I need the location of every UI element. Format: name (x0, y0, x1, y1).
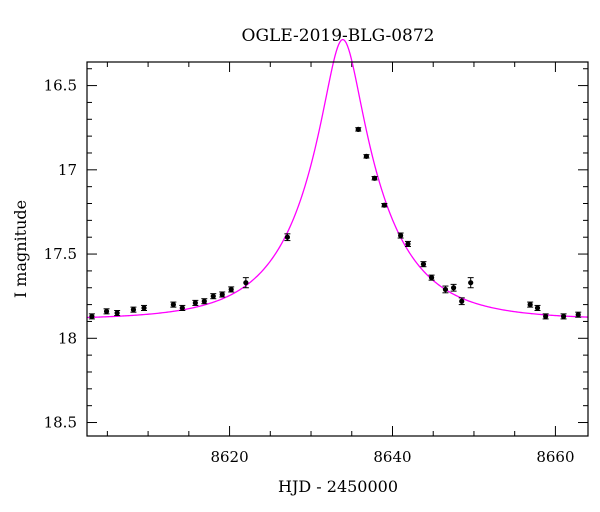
point-marker (130, 307, 137, 313)
plot-frame (86, 61, 589, 437)
point-marker (201, 298, 207, 304)
data-point (228, 286, 235, 293)
axis-ticks: 8620 8640 8660 16.5 17 17.5 18 18.5 (44, 62, 588, 466)
point-marker (243, 280, 249, 286)
point-marker (381, 202, 387, 208)
data-point (450, 283, 457, 292)
data-point (428, 274, 435, 281)
point-marker (141, 305, 147, 311)
point-marker (114, 310, 120, 316)
data-point (141, 304, 148, 311)
data-point (355, 126, 362, 132)
point-marker (450, 285, 457, 291)
data-point (560, 313, 567, 320)
y-tick-label: 16.5 (44, 77, 77, 95)
data-points (88, 126, 582, 320)
point-marker (560, 313, 567, 319)
data-point (130, 306, 137, 313)
data-point (371, 175, 378, 181)
data-point (103, 308, 110, 315)
chart-title: OGLE-2019-BLG-0872 (242, 26, 435, 46)
point-marker (575, 312, 581, 318)
point-marker (420, 261, 427, 267)
point-marker (459, 298, 465, 304)
data-point (397, 232, 404, 239)
data-point (575, 311, 582, 318)
point-marker (428, 275, 435, 281)
data-point (381, 202, 388, 208)
point-marker (89, 313, 95, 319)
y-axis-label: I magnitude (11, 200, 30, 298)
point-marker (442, 286, 449, 293)
model-curve (86, 38, 589, 319)
data-point (114, 309, 121, 317)
point-marker (371, 175, 378, 181)
data-point (242, 277, 249, 289)
data-point (534, 304, 541, 311)
point-marker (103, 308, 110, 314)
point-marker (219, 291, 225, 298)
point-marker (284, 234, 290, 240)
x-tick-label: 8640 (373, 448, 411, 466)
model-curve-group (86, 38, 589, 319)
y-tick-label: 17 (58, 161, 77, 179)
data-point (219, 291, 226, 298)
y-tick-label: 18.5 (44, 414, 77, 432)
point-marker (355, 126, 361, 132)
point-marker (170, 301, 176, 308)
data-point (192, 299, 199, 306)
data-point (201, 298, 208, 305)
data-point (420, 261, 427, 268)
point-marker (192, 300, 198, 306)
x-tick-label: 8660 (536, 448, 574, 466)
data-point (179, 304, 186, 311)
data-point (527, 301, 534, 308)
data-point (210, 293, 217, 300)
y-tick-label: 17.5 (44, 245, 77, 263)
point-marker (363, 153, 370, 159)
data-point (442, 285, 449, 294)
point-marker (405, 241, 411, 247)
data-point (542, 313, 549, 320)
data-point (284, 233, 291, 242)
point-marker (534, 305, 541, 311)
point-marker (398, 232, 404, 239)
x-axis-label: HJD - 2450000 (278, 477, 398, 496)
data-point (458, 297, 465, 306)
point-marker (228, 286, 234, 293)
data-point (170, 301, 177, 308)
point-marker (468, 280, 474, 286)
point-marker (179, 305, 185, 311)
data-point (88, 313, 95, 320)
data-point (467, 277, 474, 289)
point-marker (543, 313, 549, 319)
y-tick-label: 18 (58, 329, 77, 347)
x-tick-label: 8620 (210, 448, 248, 466)
point-marker (527, 301, 533, 308)
data-point (404, 240, 411, 247)
point-marker (210, 293, 216, 299)
data-point (363, 153, 370, 159)
